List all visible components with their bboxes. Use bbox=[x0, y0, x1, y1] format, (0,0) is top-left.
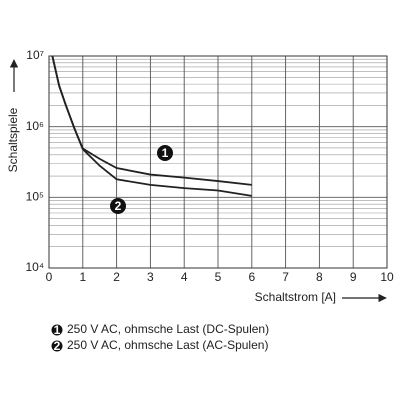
x-tick-label: 2 bbox=[113, 270, 120, 284]
x-tick-label: 6 bbox=[248, 270, 255, 284]
legend-badge bbox=[51, 324, 63, 336]
legend-badge bbox=[51, 340, 63, 352]
y-tick-label: 10⁴ bbox=[25, 260, 44, 274]
x-axis-title: Schaltstrom [A] bbox=[255, 290, 336, 304]
y-tick-label: 10⁶ bbox=[26, 119, 44, 133]
x-tick-label: 8 bbox=[316, 270, 323, 284]
x-tick-label: 4 bbox=[181, 270, 188, 284]
annotation: 2 bbox=[115, 199, 122, 213]
annotation-badge bbox=[157, 145, 173, 161]
line bbox=[51, 55, 252, 197]
y-axis-title: Schaltspiele bbox=[6, 107, 20, 172]
x-tick-label: 0 bbox=[46, 270, 53, 284]
legend-number: 2 bbox=[54, 339, 61, 353]
y-tick-label: 10⁵ bbox=[26, 190, 44, 204]
plot-frame bbox=[48, 55, 388, 269]
x-tick-label: 3 bbox=[147, 270, 154, 284]
legend-label: 250 V AC, ohmsche Last (DC-Spulen) bbox=[67, 322, 269, 336]
x-tick-label: 5 bbox=[215, 270, 222, 284]
x-tick-label: 9 bbox=[350, 270, 357, 284]
x-tick-label: 1 bbox=[79, 270, 86, 284]
x-tick-label: 7 bbox=[282, 270, 289, 284]
legend-label: 250 V AC, ohmsche Last (AC-Spulen) bbox=[67, 338, 268, 352]
annotation: 1 bbox=[162, 146, 169, 160]
x-tick-label: 10 bbox=[380, 270, 394, 284]
annotation-badge bbox=[110, 198, 126, 214]
legend-number: 1 bbox=[54, 323, 61, 337]
y-tick-label: 10⁷ bbox=[26, 48, 44, 62]
line bbox=[51, 55, 252, 186]
